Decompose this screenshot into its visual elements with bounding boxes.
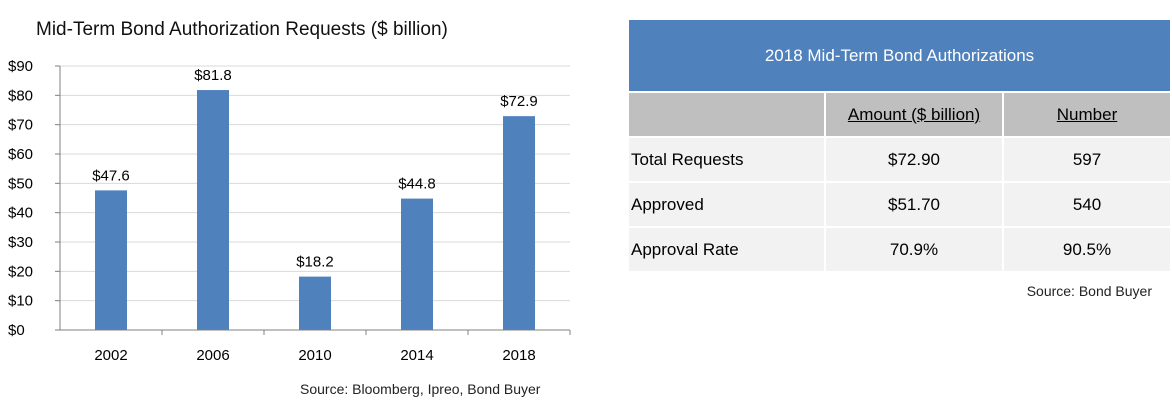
data-label-2014: $44.8 bbox=[398, 176, 436, 193]
x-tick-label: 2014 bbox=[400, 347, 433, 364]
x-tick-label: 2010 bbox=[298, 347, 331, 364]
y-tick-label: $50 bbox=[8, 175, 33, 192]
x-tick-label: 2006 bbox=[196, 347, 229, 364]
bar-2002 bbox=[95, 190, 127, 330]
y-tick-label: $10 bbox=[8, 293, 33, 310]
chart-title: Mid-Term Bond Authorization Requests ($ … bbox=[36, 19, 448, 40]
y-tick-label: $20 bbox=[8, 263, 33, 280]
number-cell: 540 bbox=[1004, 183, 1170, 226]
row-label: Total Requests bbox=[629, 138, 826, 181]
header-cell-number: Number bbox=[1004, 93, 1170, 136]
row-label: Approval Rate bbox=[629, 228, 826, 271]
y-tick-label: $0 bbox=[8, 322, 25, 339]
header-cell-label bbox=[629, 93, 826, 136]
chart-source: Source: Bloomberg, Ipreo, Bond Buyer bbox=[300, 381, 541, 397]
x-tick-label: 2002 bbox=[94, 347, 127, 364]
header-cell-amount: Amount ($ billion) bbox=[826, 93, 1004, 136]
table-source: Source: Bond Buyer bbox=[1026, 283, 1152, 299]
row-label: Approved bbox=[629, 183, 826, 226]
y-tick-label: $40 bbox=[8, 205, 33, 222]
bar-2018 bbox=[503, 116, 535, 330]
y-tick-label: $90 bbox=[8, 58, 33, 75]
amount-cell: 70.9% bbox=[826, 228, 1004, 271]
amount-cell: $72.90 bbox=[826, 138, 1004, 181]
table-row-total-requests: Total Requests $72.90 597 bbox=[629, 138, 1170, 183]
amount-cell: $51.70 bbox=[826, 183, 1004, 226]
table-title: 2018 Mid-Term Bond Authorizations bbox=[629, 20, 1170, 93]
table-row-approved: Approved $51.70 540 bbox=[629, 183, 1170, 228]
data-label-2006: $81.8 bbox=[194, 67, 232, 84]
bar-2010 bbox=[299, 276, 331, 330]
data-label-2002: $47.6 bbox=[92, 167, 130, 184]
bar-2014 bbox=[401, 198, 433, 330]
number-cell: 90.5% bbox=[1004, 228, 1170, 271]
bar-2006 bbox=[197, 90, 229, 330]
data-label-2018: $72.9 bbox=[500, 93, 538, 110]
y-tick-label: $30 bbox=[8, 234, 33, 251]
number-cell: 597 bbox=[1004, 138, 1170, 181]
y-tick-label: $60 bbox=[8, 146, 33, 163]
data-label-2010: $18.2 bbox=[296, 254, 334, 271]
x-tick-label: 2018 bbox=[502, 347, 535, 364]
authorizations-table: 2018 Mid-Term Bond Authorizations Amount… bbox=[629, 20, 1170, 299]
y-tick-label: $70 bbox=[8, 117, 33, 134]
y-tick-label: $80 bbox=[8, 87, 33, 104]
bar-chart: $0 $10 $20 $30 $40 $50 $60 $70 $80 $90 $47.6 2002 $8… bbox=[8, 58, 571, 364]
table-row-approval-rate: Approval Rate 70.9% 90.5% bbox=[629, 228, 1170, 273]
table-header-row: Amount ($ billion) Number bbox=[629, 93, 1170, 138]
